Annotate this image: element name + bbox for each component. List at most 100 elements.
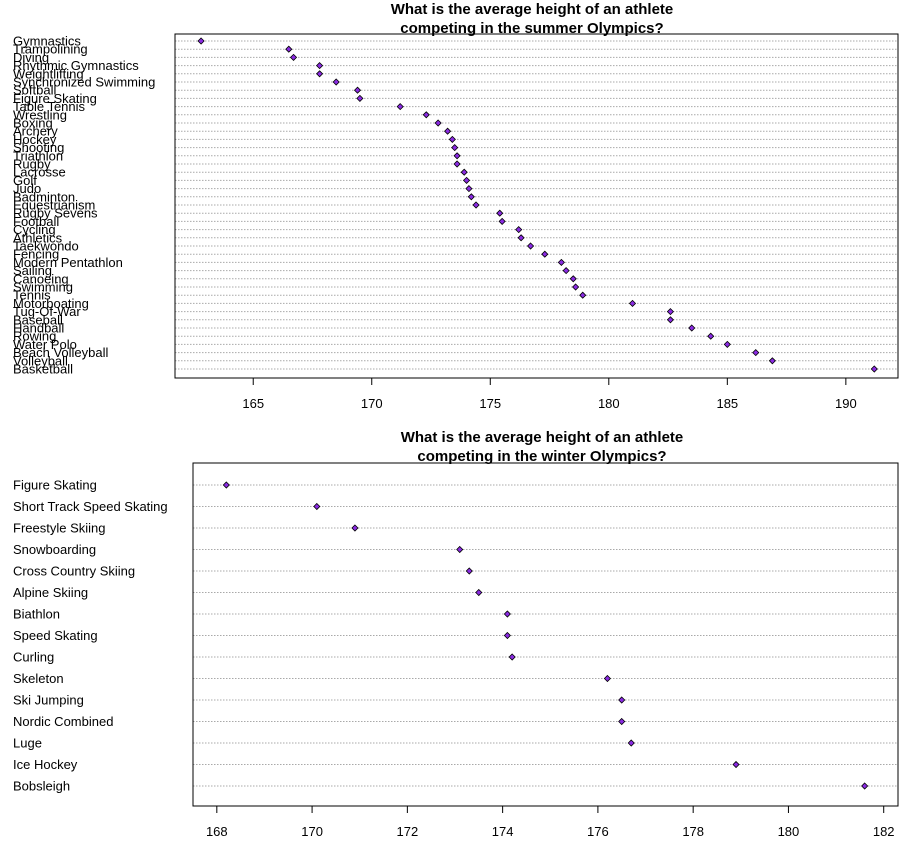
data-point <box>618 717 626 726</box>
data-point <box>515 226 523 234</box>
category-label: Motorboating <box>13 296 89 311</box>
plot-frame <box>192 462 899 807</box>
data-point <box>569 275 577 283</box>
data-point <box>562 267 570 275</box>
category-label: Nordic Combined <box>13 714 113 729</box>
plot-frame <box>174 33 899 379</box>
data-point <box>732 760 740 769</box>
chart-2: What is the average height of an athlete… <box>13 429 899 839</box>
data-point <box>453 160 461 168</box>
category-label: Fencing <box>13 247 59 262</box>
category-label: Curling <box>13 650 54 665</box>
x-tick-label: 180 <box>778 824 800 839</box>
category-label: Rugby <box>13 157 51 172</box>
category-label: Lacrosse <box>13 165 66 180</box>
category-label: Trampolining <box>13 42 88 57</box>
data-point <box>351 524 359 532</box>
category-label: Gymnastics <box>13 34 81 49</box>
data-point <box>603 674 611 683</box>
category-label: Baseball <box>13 312 63 327</box>
category-label: Volleyball <box>13 353 68 368</box>
category-label: Boxing <box>13 116 53 131</box>
category-label: Hockey <box>13 132 57 147</box>
category-label: Skeleton <box>13 671 64 686</box>
category-label: Luge <box>13 736 42 751</box>
category-label: Shooting <box>13 140 64 155</box>
data-point <box>475 588 483 597</box>
category-label: Archery <box>13 124 58 139</box>
category-label: Equestrianism <box>13 198 95 213</box>
category-label: Short Track Speed Skating <box>13 499 168 514</box>
category-label: Softball <box>13 83 56 98</box>
data-point <box>628 299 637 307</box>
x-tick-label: 174 <box>492 824 514 839</box>
x-tick-label: 190 <box>835 396 857 411</box>
category-label: Judo <box>13 181 41 196</box>
x-tick-label: 182 <box>873 824 895 839</box>
data-point <box>572 283 580 291</box>
data-point <box>707 332 715 340</box>
category-label: Tennis <box>13 288 51 303</box>
category-label: Football <box>13 214 59 229</box>
category-label: Handball <box>13 321 64 336</box>
data-point <box>508 653 516 661</box>
category-label: Alpine Skiing <box>13 585 88 600</box>
data-point <box>316 70 324 78</box>
data-point <box>222 481 230 489</box>
category-label: Rowing <box>13 329 56 344</box>
data-point <box>527 242 535 250</box>
data-point <box>861 782 869 790</box>
x-tick-label: 185 <box>716 396 738 411</box>
category-label: Rugby Sevens <box>13 206 98 221</box>
data-point <box>870 365 878 373</box>
data-point <box>434 119 442 127</box>
category-label: Ski Jumping <box>13 693 84 708</box>
data-point <box>666 316 674 324</box>
category-label: Snowboarding <box>13 542 96 557</box>
data-point <box>498 217 506 225</box>
category-label: Figure Skating <box>13 91 97 106</box>
category-label: Canoeing <box>13 271 69 286</box>
data-point <box>332 78 340 86</box>
data-point <box>496 209 504 217</box>
category-label: Sailing <box>13 263 52 278</box>
category-label: Bobsleigh <box>13 779 70 794</box>
data-point <box>453 152 461 160</box>
data-point <box>289 53 298 61</box>
data-point <box>422 111 430 119</box>
x-tick-label: 165 <box>242 396 264 411</box>
category-label: Table Tennis <box>13 99 86 114</box>
data-point <box>444 127 452 135</box>
data-point <box>467 193 475 201</box>
category-label: Beach Volleyball <box>13 345 109 360</box>
data-point <box>465 567 473 575</box>
category-label: Badminton <box>13 189 75 204</box>
category-label: Diving <box>13 50 49 65</box>
category-label: Taekwondo <box>13 239 79 254</box>
data-point <box>541 250 549 258</box>
data-point <box>353 86 362 94</box>
data-point <box>503 631 511 640</box>
data-point <box>557 258 565 266</box>
data-point <box>285 45 293 53</box>
data-point <box>313 502 321 511</box>
data-point <box>752 349 760 357</box>
data-point <box>472 201 480 209</box>
data-point <box>666 308 674 316</box>
category-label: Wrestling <box>13 107 67 122</box>
chart-1: What is the average height of an athlete… <box>13 1 899 411</box>
data-point <box>316 62 324 70</box>
data-point <box>688 324 696 332</box>
data-point <box>463 176 471 184</box>
category-label: Tug-Of-War <box>13 304 81 319</box>
x-tick-label: 175 <box>479 396 501 411</box>
chart-title-line: competing in the summer Olympics? <box>400 20 663 37</box>
data-point <box>517 234 525 242</box>
chart-title-line: What is the average height of an athlete <box>391 1 674 18</box>
x-tick-label: 172 <box>397 824 419 839</box>
category-label: Freestyle Skiing <box>13 521 105 536</box>
category-label: Modern Pentathlon <box>13 255 123 270</box>
data-point <box>451 144 459 152</box>
chart-title-line: competing in the winter Olympics? <box>417 448 666 465</box>
category-label: Weightlifting <box>13 66 84 81</box>
